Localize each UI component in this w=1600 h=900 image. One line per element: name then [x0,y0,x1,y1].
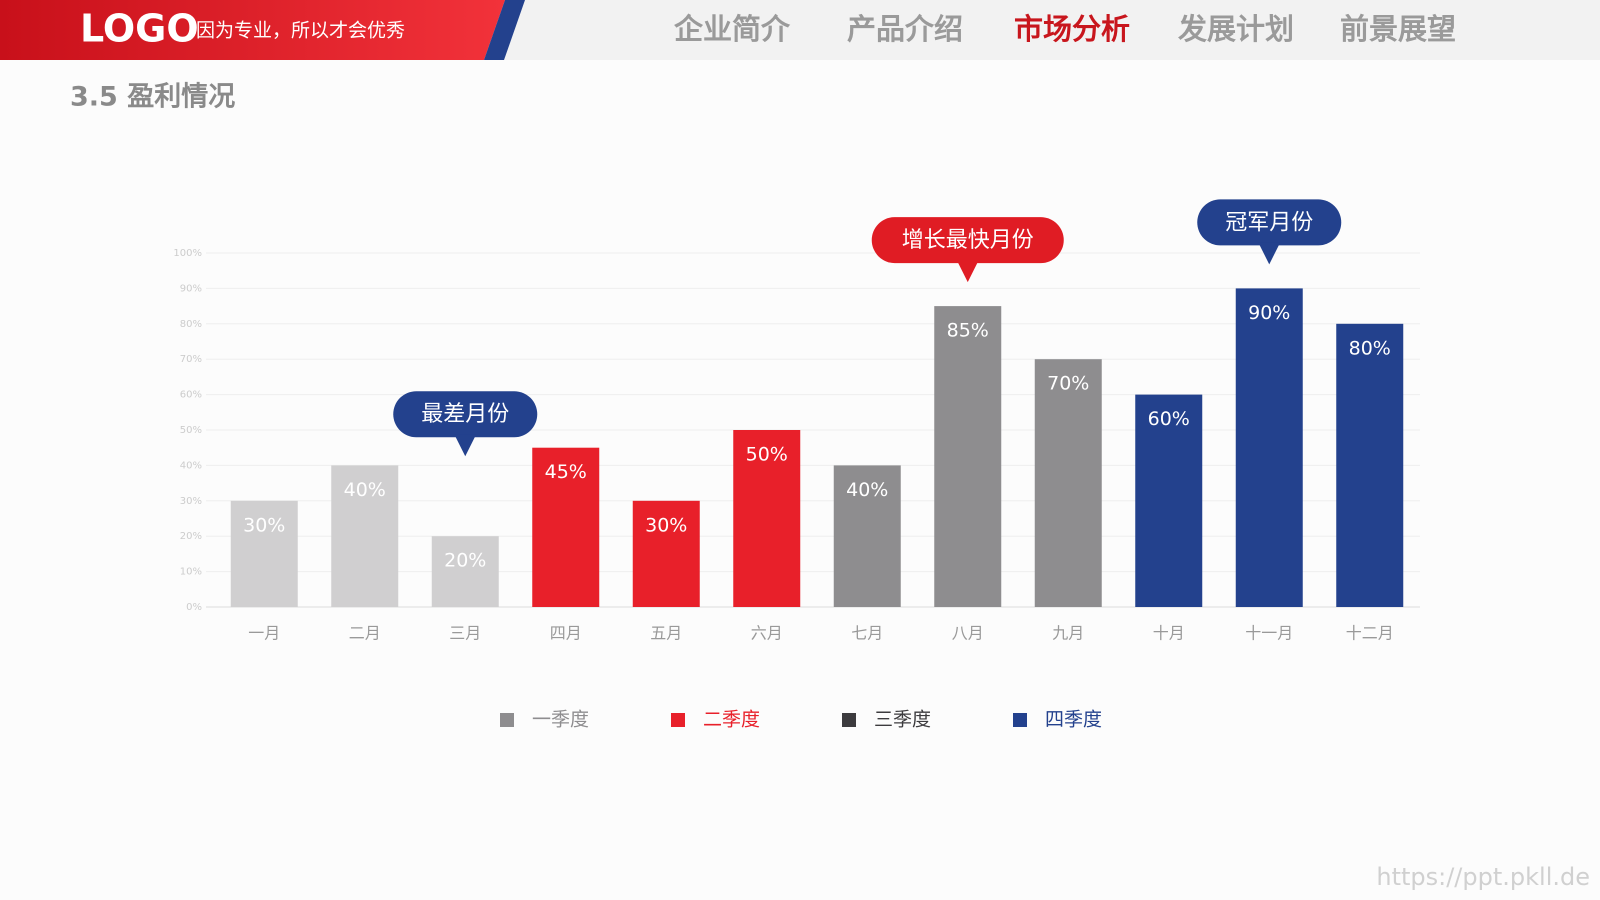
callout-text: 增长最快月份 [902,228,1034,253]
value-label: 40% [344,479,386,501]
bar [230,500,298,607]
value-label: 90% [1248,302,1290,324]
nav-item[interactable]: 市场分析 [1014,12,1130,46]
bar [331,465,399,607]
x-tick-label: 四月 [550,624,582,643]
x-tick-label: 十月 [1153,624,1185,643]
watermark: https://ppt.pkll.de [1376,863,1590,891]
value-label: 50% [746,444,788,466]
value-label: 85% [947,320,989,342]
value-label: 30% [243,514,285,536]
y-tick-label: 10% [180,567,202,578]
nav-item[interactable]: 企业简介 [674,12,791,46]
y-tick-label: 40% [180,460,202,471]
x-tick-label: 七月 [851,624,883,643]
nav-item[interactable]: 产品介绍 [847,12,963,46]
value-label: 80% [1349,337,1391,359]
header-red [0,0,505,60]
legend-swatch [1013,713,1027,727]
bar [1034,359,1102,607]
y-tick-label: 50% [180,425,202,436]
section-title: 3.5 盈利情况 [70,82,235,113]
bar [833,465,901,607]
logo: LOGO [80,7,199,51]
x-tick-label: 八月 [952,624,984,643]
callout-bubble [871,217,1064,264]
bar [733,430,801,607]
value-label: 60% [1148,408,1190,430]
callout-pointer [1258,242,1281,265]
y-tick-label: 70% [180,354,202,365]
x-tick-label: 二月 [349,624,381,643]
callout-pointer [956,260,979,283]
y-tick-label: 60% [180,390,202,401]
legend-label: 三季度 [874,709,931,731]
callout-text: 冠军月份 [1225,210,1313,235]
legend-label: 四季度 [1045,709,1102,731]
y-tick-label: 100% [173,248,202,259]
bar [1135,394,1203,607]
value-label: 70% [1047,373,1089,395]
x-tick-label: 一月 [248,624,280,643]
bar [532,447,600,607]
legend-swatch [671,713,685,727]
x-tick-label: 十一月 [1245,624,1293,643]
bar [431,536,499,607]
nav-item[interactable]: 前景展望 [1340,12,1456,46]
x-tick-label: 五月 [650,624,682,643]
value-label: 20% [444,550,486,572]
x-tick-label: 三月 [449,624,481,643]
x-tick-label: 六月 [751,624,783,643]
bar [1336,323,1404,607]
legend-swatch [500,713,514,727]
bar [632,500,700,607]
header-blue [484,0,525,60]
value-label: 40% [846,479,888,501]
callout-bubble [393,391,538,438]
slogan: 因为专业，所以才会优秀 [196,20,405,42]
callout-bubble [1197,199,1342,246]
y-tick-label: 30% [180,496,202,507]
x-tick-label: 九月 [1052,624,1084,643]
y-tick-label: 80% [180,319,202,330]
x-tick-label: 十二月 [1346,624,1394,643]
value-label: 45% [545,461,587,483]
nav-item[interactable]: 发展计划 [1177,12,1294,46]
legend-label: 二季度 [703,709,760,731]
legend-swatch [842,713,856,727]
callout-pointer [454,434,477,457]
y-tick-label: 90% [180,283,202,294]
y-tick-label: 0% [186,602,202,613]
bar [1235,288,1303,607]
value-label: 30% [645,514,687,536]
callout-text: 最差月份 [421,402,509,427]
legend-label: 一季度 [532,709,589,731]
bar [934,306,1002,607]
y-tick-label: 20% [180,531,202,542]
